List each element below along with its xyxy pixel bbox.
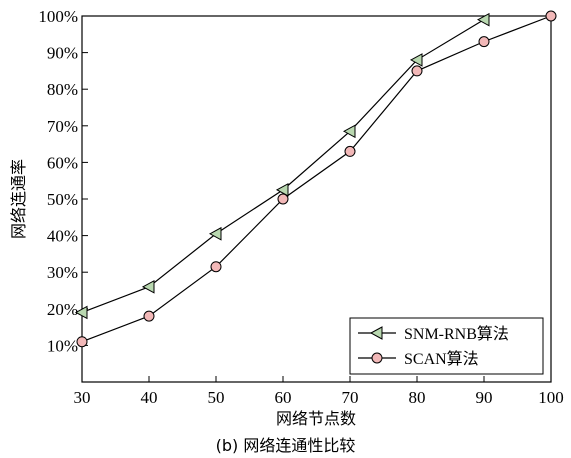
y-tick-label: 80% (47, 80, 78, 99)
x-tick-label: 60 (275, 388, 292, 407)
series-layer (74, 10, 557, 348)
series-2 (76, 10, 557, 348)
x-axis-label: 网络节点数 (276, 409, 356, 428)
y-tick-label: 20% (47, 300, 78, 319)
series-1-point (342, 124, 356, 139)
legend-label: SCAN算法 (404, 349, 479, 368)
x-tick-label: 100 (538, 388, 564, 407)
y-tick-label: 40% (47, 227, 78, 246)
legend-label: SNM-RNB算法 (404, 324, 509, 343)
x-tick-label: 90 (476, 388, 493, 407)
y-tick-label: 60% (47, 153, 78, 172)
series-2-point (344, 145, 356, 157)
series-2-point (545, 10, 557, 22)
y-axis-label: 网络连通率 (9, 159, 28, 239)
series-1-point (409, 53, 423, 67)
series-2-point (210, 261, 222, 273)
legend-marker (371, 352, 383, 364)
series-1-point (141, 279, 155, 294)
y-tick-label: 70% (47, 117, 78, 136)
series-1-point (275, 183, 289, 197)
series-2-point (143, 310, 155, 322)
series-2-point (76, 336, 88, 348)
x-tick-label: 40 (141, 388, 158, 407)
y-tick-label: 100% (38, 7, 78, 26)
y-tick-label: 30% (47, 263, 78, 282)
series-2-point (478, 36, 490, 48)
series-1-point (476, 12, 490, 27)
series-1-line (81, 19, 485, 314)
x-tick-label: 70 (342, 388, 359, 407)
axis-ticks: 30 40 50 60 70 80 90 100 10% 20% 30% 40% 50% 60% 70% 80… (38, 7, 563, 407)
series-1-point (208, 226, 222, 241)
legend-marker (369, 326, 383, 340)
line-chart: 30 40 50 60 70 80 90 100 10% 20% 30% 40% 50% 60% 70% 80… (9, 7, 564, 428)
series-2-point (277, 193, 289, 205)
y-tick-label: 10% (47, 336, 78, 355)
legend: SNM-RNB算法 SCAN算法 (349, 317, 544, 375)
y-tick-label: 50% (47, 190, 78, 209)
series-1-point (74, 305, 88, 320)
y-tick-label: 90% (47, 44, 78, 63)
series-1 (74, 12, 490, 320)
series-2-line (81, 15, 552, 343)
x-tick-label: 80 (409, 388, 426, 407)
series-2-point (411, 65, 423, 77)
x-tick-label: 30 (74, 388, 91, 407)
figure-caption: (b) 网络连通性比较 (215, 436, 356, 455)
x-tick-label: 50 (208, 388, 225, 407)
